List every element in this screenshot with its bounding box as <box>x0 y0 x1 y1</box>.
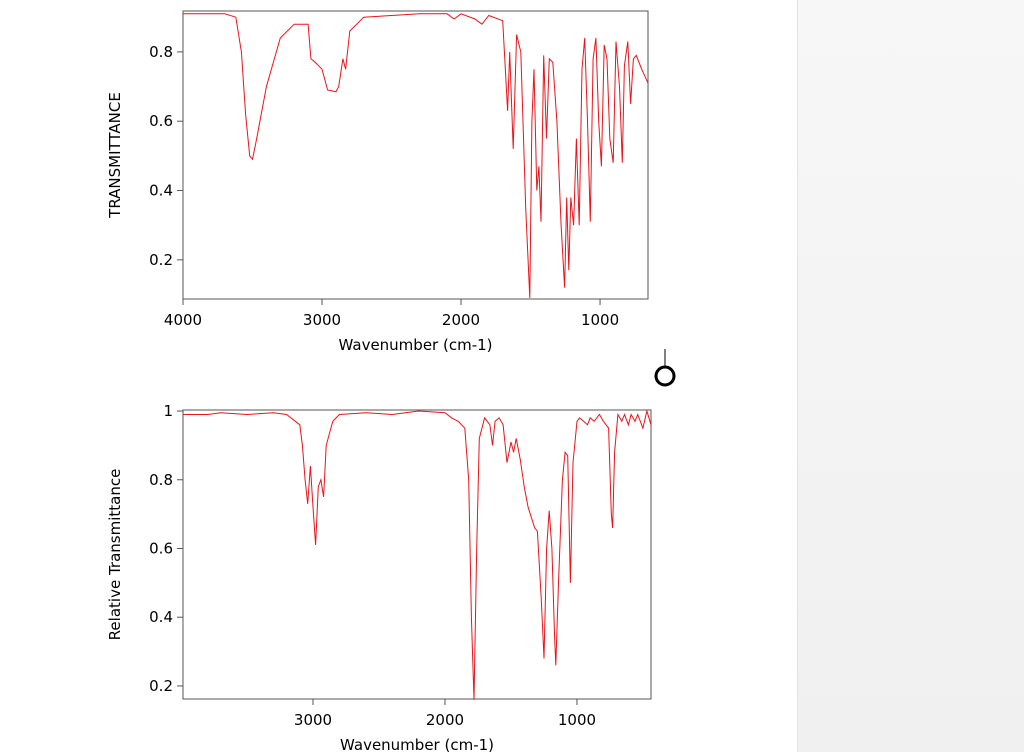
x-tick-label: 4000 <box>164 311 202 329</box>
plot-frame <box>182 409 652 700</box>
y-tick-label: 0.2 <box>149 251 173 269</box>
rotate-handle[interactable] <box>654 349 676 387</box>
spectrum-line <box>183 409 652 700</box>
y-axis-label: Relative Transmittance <box>106 469 124 641</box>
x-tick-label: 3000 <box>303 311 341 329</box>
spectrum-line <box>183 13 649 299</box>
y-tick-label: 0.8 <box>149 43 173 61</box>
x-axis-label: Wavenumber (cm-1) <box>339 336 493 354</box>
x-tick-label: 2000 <box>426 711 464 729</box>
plot-frame <box>182 10 649 300</box>
side-panel <box>797 0 1024 752</box>
y-tick-label: 0.2 <box>149 677 173 695</box>
y-tick-label: 1 <box>163 402 173 420</box>
x-tick-label: 2000 <box>442 311 480 329</box>
x-tick-label: 1000 <box>558 711 596 729</box>
y-tick-label: 0.6 <box>149 112 173 130</box>
y-tick-label: 0.6 <box>149 539 173 557</box>
x-tick-label: 1000 <box>581 311 619 329</box>
y-tick-label: 0.4 <box>149 608 173 626</box>
x-axis-label: Wavenumber (cm-1) <box>340 736 494 752</box>
y-axis-label: TRANSMITTANCE <box>106 92 124 219</box>
y-tick-label: 0.8 <box>149 471 173 489</box>
y-tick-label: 0.4 <box>149 182 173 200</box>
charts: 0.2 0.4 0.6 0.8 4000 3000 2000 1000 Wavenumber (… <box>106 10 676 752</box>
x-tick-label: 3000 <box>294 711 332 729</box>
